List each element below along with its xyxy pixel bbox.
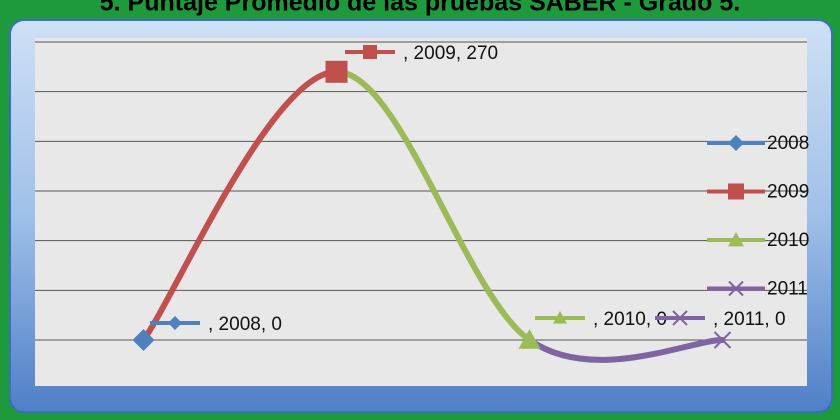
data-label: , 2011, 0 — [713, 309, 786, 330]
line-segment — [526, 337, 726, 363]
legend-label: 2011 — [767, 279, 808, 300]
legend-marker — [728, 183, 744, 200]
data-point — [713, 331, 732, 349]
legend-label: 2008 — [767, 133, 809, 154]
line-segment — [140, 68, 340, 343]
line-segment — [333, 68, 533, 343]
label-key-marker — [553, 311, 567, 324]
label-key-marker — [168, 316, 182, 330]
data-label: , 2010, 0 — [593, 309, 667, 330]
data-point — [325, 60, 348, 83]
legend-marker — [728, 232, 744, 247]
legend-marker — [728, 280, 744, 297]
chart-title: 5. Puntaje Promedio de las pruebas SABER… — [100, 0, 740, 17]
legend-marker — [728, 135, 744, 151]
data-label: , 2009, 270 — [403, 43, 498, 64]
label-key-marker — [672, 310, 688, 326]
data-label: , 2008, 0 — [208, 314, 282, 335]
data-point — [518, 329, 541, 349]
legend-label: 2010 — [767, 230, 809, 251]
plot-area — [35, 38, 807, 386]
label-key-marker — [363, 45, 377, 59]
legend-label: 2009 — [767, 182, 809, 203]
data-point — [132, 329, 155, 351]
